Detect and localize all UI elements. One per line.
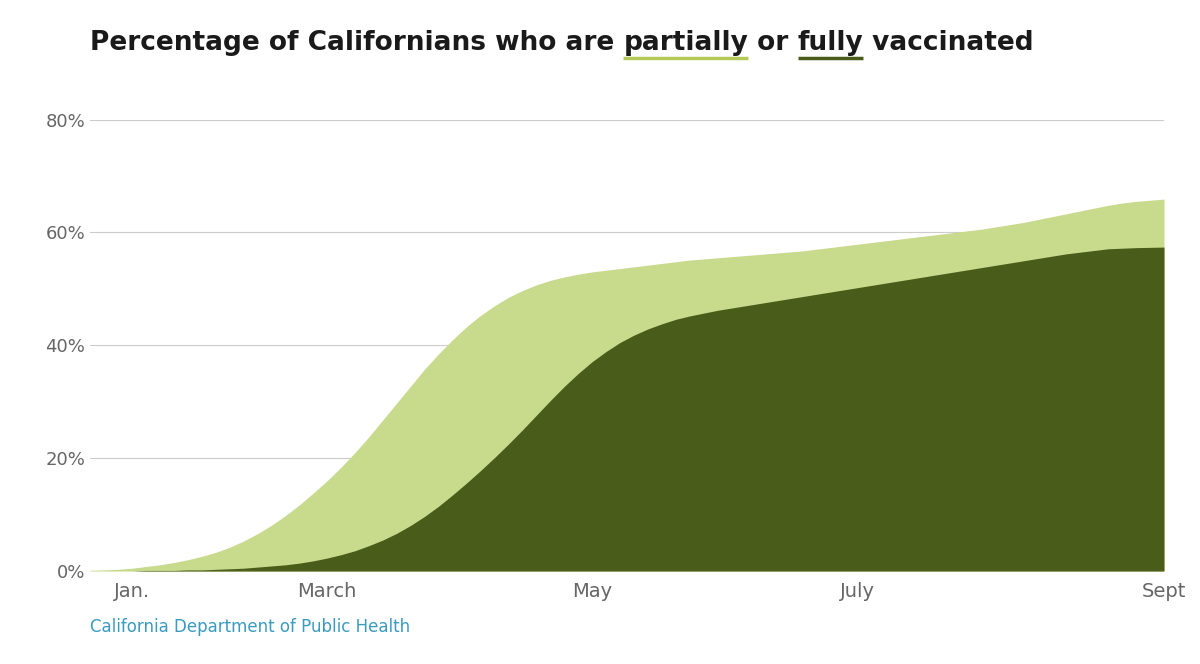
Text: California Department of Public Health: California Department of Public Health: [90, 618, 410, 636]
Text: or: or: [749, 30, 798, 56]
Text: vaccinated: vaccinated: [863, 30, 1034, 56]
Text: fully: fully: [798, 30, 863, 56]
Text: partially: partially: [623, 30, 749, 56]
Text: Percentage of Californians who are: Percentage of Californians who are: [90, 30, 623, 56]
